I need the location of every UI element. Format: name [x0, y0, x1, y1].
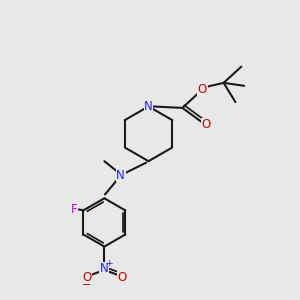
Text: N: N: [116, 169, 125, 182]
Text: F: F: [71, 203, 77, 216]
Text: +: +: [105, 259, 113, 268]
Text: O: O: [117, 271, 126, 284]
Text: N: N: [144, 100, 153, 113]
Text: N: N: [100, 262, 109, 275]
Text: O: O: [202, 118, 211, 131]
Text: O: O: [82, 271, 91, 284]
Text: O: O: [198, 83, 207, 96]
Text: −: −: [82, 280, 92, 290]
